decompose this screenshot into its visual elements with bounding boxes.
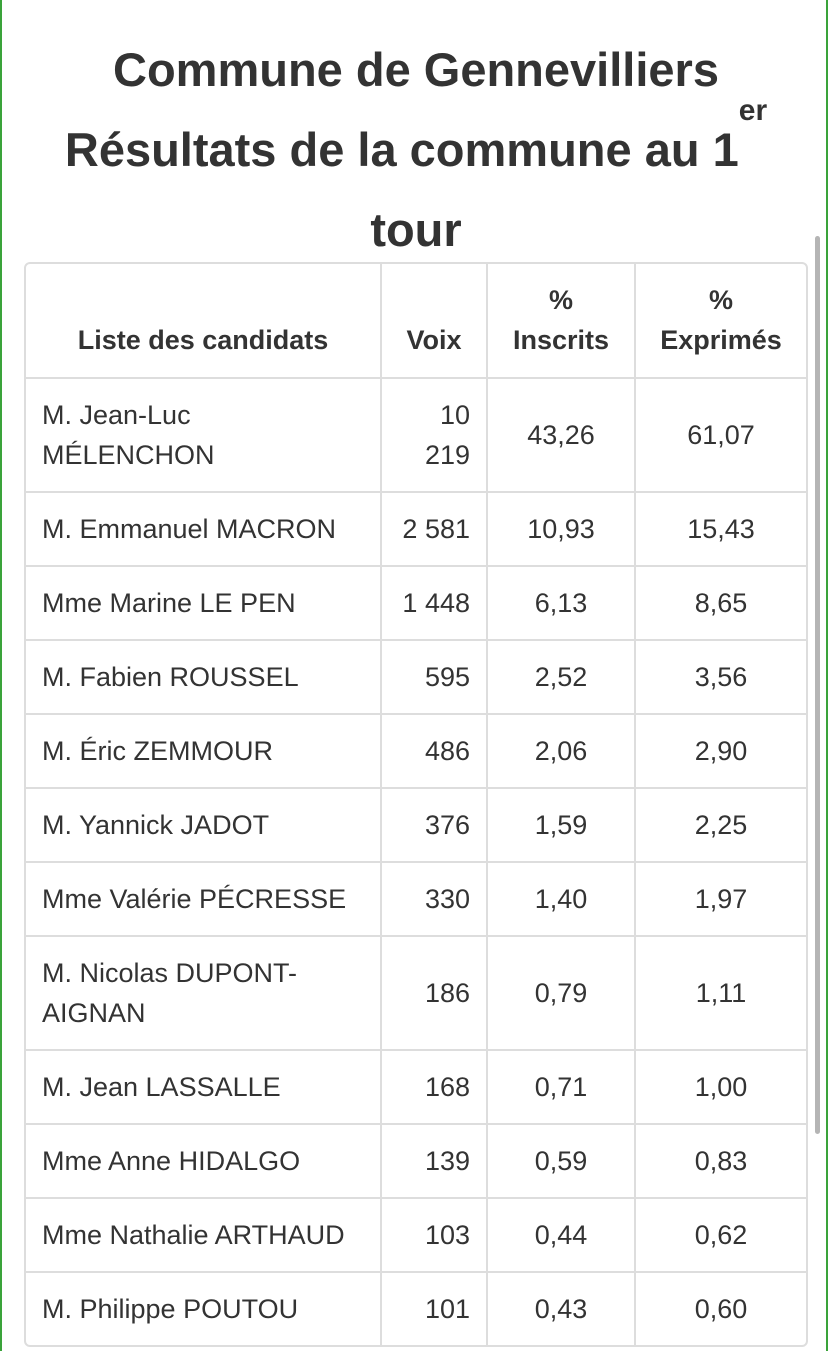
title-line-3: tour — [370, 203, 462, 256]
header-inscrits-label: Inscrits — [512, 325, 610, 355]
candidate-voix: 101 — [380, 1271, 488, 1345]
results-table-container: Liste des candidats Voix % Inscrits % Ex… — [24, 262, 808, 1347]
table-row: M. Éric ZEMMOUR 486 2,06 2,90 — [26, 713, 806, 789]
table-row: Mme Anne HIDALGO 139 0,59 0,83 — [26, 1123, 806, 1199]
page-title: Commune de Gennevilliers Résultats de la… — [2, 30, 826, 270]
candidate-name: Mme Marine LE PEN — [26, 565, 382, 641]
results-table: Liste des candidats Voix % Inscrits % Ex… — [26, 264, 806, 1345]
candidate-name: M. Philippe POUTOU — [26, 1271, 382, 1345]
candidate-exprimes: 61,07 — [634, 377, 806, 493]
candidate-name: M. Jean-Luc MÉLENCHON — [26, 377, 382, 493]
candidate-exprimes: 1,00 — [634, 1049, 806, 1125]
candidate-exprimes: 0,60 — [634, 1271, 806, 1345]
table-row: Mme Nathalie ARTHAUD 103 0,44 0,62 — [26, 1197, 806, 1273]
vertical-scrollbar[interactable] — [815, 236, 820, 1134]
table-row: M. Nicolas DUPONT-AIGNAN 186 0,79 1,11 — [26, 935, 806, 1051]
candidate-voix: 330 — [380, 861, 488, 937]
candidate-name: M. Nicolas DUPONT-AIGNAN — [26, 935, 382, 1051]
candidate-name: M. Emmanuel MACRON — [26, 491, 382, 567]
candidate-inscrits: 6,13 — [486, 565, 636, 641]
candidate-voix: 186 — [380, 935, 488, 1051]
candidate-inscrits: 0,43 — [486, 1271, 636, 1345]
candidate-inscrits: 0,44 — [486, 1197, 636, 1273]
candidate-voix: 595 — [380, 639, 488, 715]
table-row: M. Emmanuel MACRON 2 581 10,93 15,43 — [26, 491, 806, 567]
candidate-name: M. Jean LASSALLE — [26, 1049, 382, 1125]
header-candidates: Liste des candidats — [26, 264, 382, 379]
table-row: M. Jean-Luc MÉLENCHON 10 219 43,26 61,07 — [26, 377, 806, 493]
candidate-inscrits: 1,40 — [486, 861, 636, 937]
header-inscrits-percent: % — [548, 285, 573, 315]
candidate-voix: 486 — [380, 713, 488, 789]
table-row: Mme Valérie PÉCRESSE 330 1,40 1,97 — [26, 861, 806, 937]
candidate-inscrits: 0,79 — [486, 935, 636, 1051]
candidate-name: M. Éric ZEMMOUR — [26, 713, 382, 789]
candidate-name: Mme Valérie PÉCRESSE — [26, 861, 382, 937]
candidate-inscrits: 1,59 — [486, 787, 636, 863]
header-exprimes-percent: % — [708, 285, 733, 315]
header-inscrits: % Inscrits — [486, 264, 636, 379]
candidate-exprimes: 0,62 — [634, 1197, 806, 1273]
candidate-exprimes: 3,56 — [634, 639, 806, 715]
header-exprimes: % Exprimés — [634, 264, 806, 379]
table-row: Mme Marine LE PEN 1 448 6,13 8,65 — [26, 565, 806, 641]
candidate-name: Mme Nathalie ARTHAUD — [26, 1197, 382, 1273]
table-row: M. Yannick JADOT 376 1,59 2,25 — [26, 787, 806, 863]
header-voix: Voix — [380, 264, 488, 379]
table-row: M. Fabien ROUSSEL 595 2,52 3,56 — [26, 639, 806, 715]
candidate-voix: 103 — [380, 1197, 488, 1273]
candidate-name: M. Fabien ROUSSEL — [26, 639, 382, 715]
table-row: M. Philippe POUTOU 101 0,43 0,60 — [26, 1271, 806, 1345]
candidate-voix: 376 — [380, 787, 488, 863]
header-exprimes-label: Exprimés — [660, 325, 782, 355]
candidate-name: M. Yannick JADOT — [26, 787, 382, 863]
candidate-inscrits: 2,06 — [486, 713, 636, 789]
table-header-row: Liste des candidats Voix % Inscrits % Ex… — [26, 264, 806, 379]
candidate-voix: 139 — [380, 1123, 488, 1199]
candidate-exprimes: 2,25 — [634, 787, 806, 863]
candidate-inscrits: 10,93 — [486, 491, 636, 567]
candidate-name: Mme Anne HIDALGO — [26, 1123, 382, 1199]
candidate-exprimes: 15,43 — [634, 491, 806, 567]
candidate-exprimes: 1,97 — [634, 861, 806, 937]
candidate-voix: 168 — [380, 1049, 488, 1125]
candidate-voix: 2 581 — [380, 491, 488, 567]
candidate-inscrits: 43,26 — [486, 377, 636, 493]
candidate-inscrits: 0,59 — [486, 1123, 636, 1199]
candidate-inscrits: 2,52 — [486, 639, 636, 715]
candidate-inscrits: 0,71 — [486, 1049, 636, 1125]
candidate-exprimes: 8,65 — [634, 565, 806, 641]
candidate-voix: 10 219 — [380, 377, 488, 493]
title-line-1: Commune de Gennevilliers — [113, 43, 719, 96]
candidate-exprimes: 2,90 — [634, 713, 806, 789]
table-row: M. Jean LASSALLE 168 0,71 1,00 — [26, 1049, 806, 1125]
title-superscript: er — [738, 94, 768, 127]
title-line-2: Résultats de la commune au 1 — [64, 123, 739, 176]
candidate-voix: 1 448 — [380, 565, 488, 641]
candidate-exprimes: 0,83 — [634, 1123, 806, 1199]
candidate-exprimes: 1,11 — [634, 935, 806, 1051]
